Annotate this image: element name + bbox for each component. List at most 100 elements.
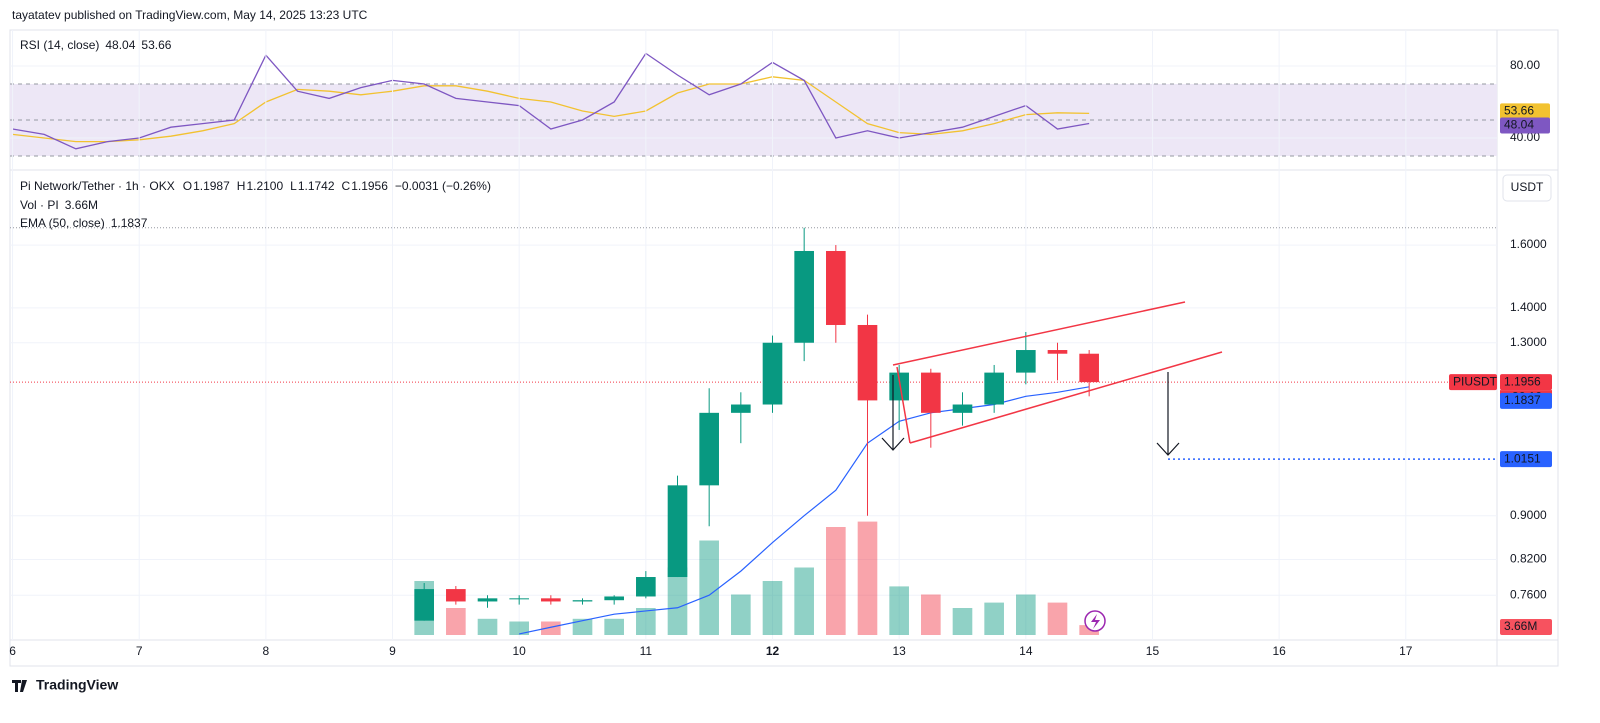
volume-bar [984,602,1004,635]
volume-bar [667,567,688,635]
candle-body [889,372,909,401]
arrow [881,375,905,451]
volume-bar [731,594,751,635]
candle-body [857,324,878,401]
candle-body [477,598,498,602]
brand-logo [12,680,27,692]
rsi-value: 48.04 [105,38,135,52]
x-tick-label: 6 [9,644,16,658]
candle-body [1079,353,1099,383]
alert-bolt [1091,614,1100,629]
volume-badge-bg [1500,619,1552,635]
rsi-badge: 53.66 [1504,104,1534,118]
currency[interactable]: USDT [1511,180,1544,194]
x-tick-label: 17 [1399,644,1413,658]
x-tick-label: 16 [1272,644,1286,658]
volume-bar [604,618,624,635]
x-tick-label: 14 [1019,644,1033,658]
ohlc-value: 1.1987 [193,179,230,193]
candle-body [699,412,719,486]
rsi-badge: 48.04 [1504,118,1534,132]
y-tick-label: 40.00 [1510,130,1540,144]
volume-bar [952,608,973,635]
volume-bar [794,567,814,635]
symbol-title: Pi Network/Tether · 1h · OKX [20,179,175,193]
symbol-badge-bg [1449,374,1497,391]
candle-body [984,372,1004,405]
ema-badge-bg [1500,392,1552,409]
rsi-band [10,84,1497,156]
ohlc-key: C [342,179,351,193]
volume-bar [541,621,561,635]
rsi-title: RSI (14, close) [20,38,99,52]
ohlc-value: 1.1956 [351,179,388,193]
volume-bar [636,608,656,635]
x-tick-label: 15 [1146,644,1160,658]
rsi-ma-value: 53.66 [141,38,171,52]
volume-bar [889,586,909,635]
volume-bar [572,618,593,635]
volume-bar [699,540,719,635]
volume-bar [1016,594,1036,635]
rsi-line [12,76,1090,143]
candle-body [1016,350,1036,373]
ohlc-key: H [237,179,246,193]
ohlc-value: 1.2100 [246,179,283,193]
candle-body [414,589,434,621]
ohlc-key: L [290,179,297,193]
y-tick-label: 0.8200 [1510,552,1547,566]
x-tick-label: 7 [136,644,143,658]
volume-bar [826,527,846,635]
x-tick-label: 10 [512,644,526,658]
y-tick-label: 1.3000 [1510,335,1547,349]
volume-bar [921,594,941,635]
candle-body [636,577,656,597]
volume-badge: 3.66M [1504,619,1537,633]
publisher: tayatatev published on TradingView.com, … [12,8,368,22]
rsi-badge-bg [1500,103,1550,120]
candle-body [794,250,814,343]
symbol-badge: PIUSDT [1453,374,1498,388]
x-tick-label: 12 [766,644,780,658]
ohlc-value: 1.1742 [298,179,335,193]
currency-button[interactable] [1502,174,1552,202]
arrows [881,372,1180,456]
ema-value: 1.1837 [111,216,148,230]
chart-frame [9,29,1559,667]
candle-body [762,342,783,405]
pattern-drawing [892,301,1223,444]
candle-body [446,589,466,602]
y-tick-label: 1.4000 [1510,300,1547,314]
volume-bar [1079,625,1099,635]
trend-line [892,301,1186,366]
candle-body [509,598,529,600]
target-badge-bg [1500,451,1552,468]
legend: RSI (14, close) Pi Network/Tether · 1h ·… [20,38,175,230]
y-tick-label: 80.00 [1510,58,1540,72]
target-badge: 1.0151 [1504,451,1541,465]
candle-body [541,598,561,602]
y-tick-label: 0.7600 [1510,587,1547,601]
candle-body [572,600,593,602]
x-tick-label: 13 [892,644,906,658]
volume-bar [1047,602,1068,635]
ema-title: EMA (50, close) [20,216,105,230]
y-tick-label: 1.6000 [1510,237,1547,251]
candle-body [826,250,846,325]
arrow [1156,372,1180,456]
price-badge: 1.1956 [1504,374,1541,388]
change: −0.0031 (−0.26%) [395,179,491,193]
volume-title: Vol · PI [20,198,59,212]
ohlc-key: O [183,179,192,193]
y-tick-label: 0.9000 [1510,508,1547,522]
ema-badge: 1.1837 [1504,393,1541,407]
trend-line [896,366,911,444]
volume-value: 3.66M [65,198,98,212]
x-tick-label: 11 [640,644,653,658]
brand: TradingView [36,677,118,693]
candle-body [604,596,624,601]
volume-bar [446,608,466,635]
candle-body [1047,350,1068,354]
price-badge-bg [1500,374,1552,391]
